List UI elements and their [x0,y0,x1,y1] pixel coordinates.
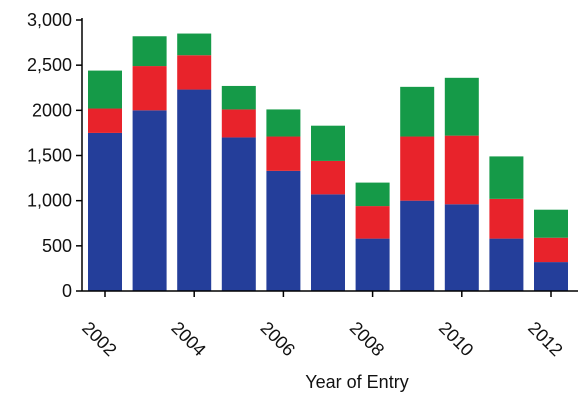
bar-2008-segment-2 [355,206,390,239]
x-tick-label: 2010 [435,318,477,360]
bar-2005-segment-3 [221,85,256,110]
y-tick-label: 1,500 [27,146,72,166]
bar-2004-segment-3 [177,33,212,56]
bar-2003-segment-2 [132,66,167,111]
x-tick-label: 2012 [524,318,566,360]
bar-2004-segment-1 [177,89,212,291]
y-tick-label: 1,000 [27,191,72,211]
x-tick-label: 2008 [346,318,388,360]
bar-2011-segment-2 [489,198,524,239]
bar-2008-segment-3 [355,182,390,207]
bar-2005-segment-2 [221,109,256,138]
x-tick-label: 2006 [257,318,299,360]
bar-2010-segment-3 [444,77,479,136]
bar-2004-segment-2 [177,55,212,90]
x-axis-title: Year of Entry [305,372,408,392]
x-tick-label: 2002 [78,318,120,360]
bar-2002-segment-2 [88,108,122,133]
y-tick-label: 3,000 [27,10,72,30]
bar-2012-segment-2 [534,237,568,263]
bar-2009-segment-1 [400,200,435,291]
y-tick-label: 2,500 [27,55,72,75]
y-tick-label: 2000 [32,100,72,120]
bar-2007-segment-1 [311,194,345,291]
bar-2005-segment-1 [221,137,256,291]
bar-2010-segment-1 [444,204,479,291]
bar-2006-segment-2 [266,136,301,171]
bar-2009-segment-2 [400,136,435,201]
bar-2002-segment-3 [88,70,122,109]
bar-2007-segment-2 [311,160,345,195]
bar-2006-segment-1 [266,170,301,291]
bar-2002-segment-1 [88,132,122,291]
x-axis-ticks: 2002 2004 2006 2008 2010 2012 [78,291,567,360]
bar-2007-segment-3 [311,125,345,161]
bar-group [88,33,568,291]
bar-2012-segment-3 [534,209,568,238]
bar-2003-segment-1 [132,110,167,291]
bar-2011-segment-1 [489,238,524,291]
bar-2003-segment-3 [132,36,167,67]
y-axis-ticks: 0 500 1,000 1,500 2000 2,500 3,000 [27,10,82,301]
y-tick-label: 0 [62,281,72,301]
x-tick-label: 2004 [167,318,209,360]
bar-2011-segment-3 [489,156,524,199]
y-tick-label: 500 [42,236,72,256]
bar-2008-segment-1 [355,238,390,291]
bar-2012-segment-1 [534,262,568,291]
bar-2009-segment-3 [400,86,435,137]
bar-2010-segment-2 [444,135,479,205]
bar-2006-segment-3 [266,109,301,137]
